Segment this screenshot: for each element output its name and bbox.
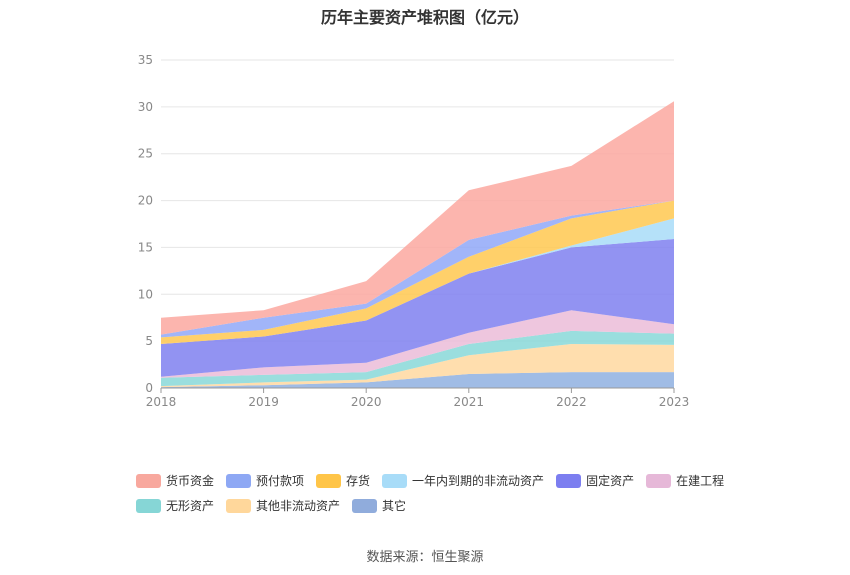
y-tick-label: 35	[138, 53, 153, 67]
y-tick-label: 0	[145, 381, 153, 395]
legend-swatch	[556, 473, 582, 488]
x-tick-label: 2023	[659, 395, 690, 409]
legend-item[interactable]: 预付款项	[226, 472, 304, 489]
data-source-note: 数据来源：恒生聚源	[366, 550, 484, 565]
stacked-area-chart: 0 5 10 15 20 25 30 35 2018 2019 2020 2021 2022 2023	[138, 53, 690, 409]
legend-item[interactable]: 货币资金	[136, 472, 214, 489]
legend-swatch	[136, 473, 161, 488]
area-series	[161, 310, 674, 378]
chart-title: 历年主要资产堆积图（亿元）	[320, 8, 529, 27]
x-tick-label: 2019	[248, 395, 279, 409]
area-series	[161, 372, 674, 388]
area-series	[161, 238, 674, 377]
legend-label: 固定资产	[586, 474, 635, 488]
legend-label: 无形资产	[166, 499, 215, 513]
legend-swatch	[352, 498, 378, 513]
x-tick-label: 2022	[556, 395, 587, 409]
legend: 货币资金 预付款项 存货 一年内到期的非流动资产 固定资产 在建工程 无形资产 …	[136, 472, 776, 522]
x-tick-label: 2020	[351, 395, 382, 409]
y-tick-label: 20	[138, 194, 153, 208]
area-series	[161, 330, 674, 387]
legend-item[interactable]: 在建工程	[646, 472, 724, 489]
legend-swatch	[646, 473, 672, 488]
legend-label: 预付款项	[256, 474, 305, 488]
legend-item[interactable]: 其他非流动资产	[226, 497, 340, 514]
legend-item[interactable]: 一年内到期的非流动资产	[382, 472, 544, 489]
legend-swatch	[136, 498, 161, 513]
legend-label: 其他非流动资产	[256, 499, 341, 513]
y-tick-label: 25	[138, 147, 153, 161]
legend-swatch	[316, 473, 342, 488]
legend-row-1: 货币资金 预付款项 存货 一年内到期的非流动资产 固定资产 在建工程	[136, 472, 776, 497]
legend-row-2: 无形资产 其他非流动资产 其它	[136, 497, 776, 522]
y-tick-label: 10	[138, 287, 153, 301]
area-series	[161, 343, 674, 388]
area-series	[161, 200, 674, 344]
legend-label: 货币资金	[166, 474, 215, 488]
legend-swatch	[226, 473, 252, 488]
legend-label: 其它	[382, 499, 407, 513]
legend-item[interactable]: 存货	[316, 472, 370, 489]
legend-label: 在建工程	[676, 474, 725, 488]
legend-item[interactable]: 无形资产	[136, 497, 214, 514]
legend-label: 存货	[346, 474, 371, 488]
legend-label: 一年内到期的非流动资产	[412, 474, 545, 488]
legend-item[interactable]: 固定资产	[556, 472, 634, 489]
y-tick-label: 30	[138, 100, 153, 114]
legend-swatch	[382, 473, 408, 488]
x-tick-label: 2021	[454, 395, 485, 409]
y-tick-label: 5	[145, 334, 153, 348]
legend-item[interactable]: 其它	[352, 497, 406, 514]
legend-swatch	[226, 498, 252, 513]
x-tick-label: 2018	[146, 395, 177, 409]
y-tick-label: 15	[138, 240, 153, 254]
